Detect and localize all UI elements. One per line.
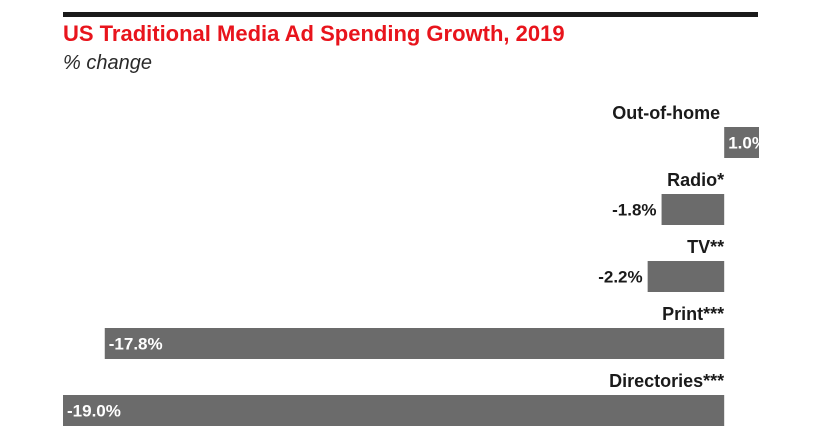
value-label: -1.8% <box>612 201 656 220</box>
bar <box>724 127 759 158</box>
category-label: Out-of-home <box>612 103 720 123</box>
bar <box>661 194 725 225</box>
value-label: -2.2% <box>598 268 642 287</box>
chart-title: US Traditional Media Ad Spending Growth,… <box>63 21 565 46</box>
category-label: Print*** <box>662 304 724 324</box>
chart-subtitle: % change <box>63 52 152 74</box>
value-label: -17.8% <box>109 335 163 354</box>
bar <box>104 328 725 359</box>
category-label: Radio* <box>667 170 724 190</box>
category-label: TV** <box>687 237 724 257</box>
top-rule <box>63 12 758 17</box>
value-label: 1.0% <box>728 134 767 153</box>
value-label: -19.0% <box>67 402 121 421</box>
bar <box>647 261 725 292</box>
bar <box>63 395 725 426</box>
category-label: Directories*** <box>609 371 724 391</box>
